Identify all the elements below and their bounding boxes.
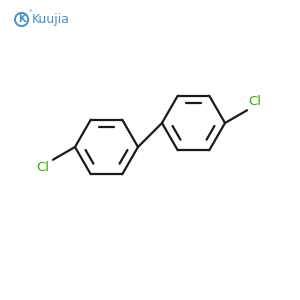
Text: °: ° <box>29 11 32 16</box>
Text: K: K <box>18 14 25 25</box>
Text: Cl: Cl <box>36 161 49 174</box>
Text: Cl: Cl <box>249 95 262 108</box>
Text: Kuujia: Kuujia <box>32 13 70 26</box>
